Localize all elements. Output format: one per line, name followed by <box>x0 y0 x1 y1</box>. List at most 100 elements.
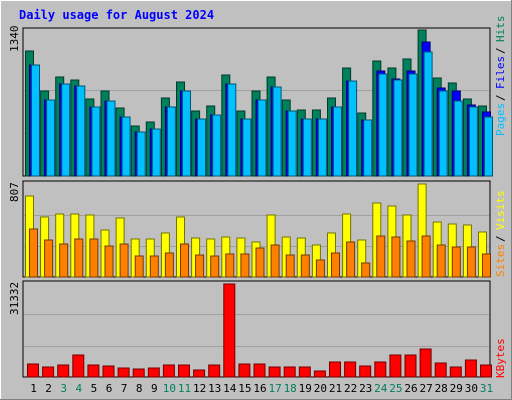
sites-bar-day-8 <box>134 255 144 278</box>
sites-bar-day-4 <box>74 238 84 278</box>
kbytes-bar-day-22 <box>344 361 357 378</box>
pages-bar-day-12 <box>197 118 207 177</box>
sites-bar-day-5 <box>89 238 99 278</box>
day-label-25: 25 <box>389 382 402 395</box>
day-label-3: 3 <box>60 382 67 395</box>
day-label-17: 17 <box>268 382 281 395</box>
day-label-10: 10 <box>163 382 176 395</box>
pages-bar-day-5 <box>91 106 101 177</box>
sites-bar-day-9 <box>149 255 159 278</box>
sites-bar-day-17 <box>270 244 280 278</box>
kbytes-bar-day-5 <box>87 364 100 378</box>
pages-bar-day-25 <box>393 79 403 177</box>
kbytes-bar-day-25 <box>389 354 402 378</box>
legend-hits: Hits <box>494 16 507 43</box>
pages-bar-day-16 <box>257 99 267 177</box>
sites-bar-day-16 <box>255 247 265 278</box>
pages-bar-day-3 <box>61 83 71 177</box>
pages-bar-day-7 <box>121 116 131 177</box>
legend-separator: / <box>494 94 507 101</box>
sites-bar-day-7 <box>119 243 129 278</box>
sites-bar-day-23 <box>361 262 371 278</box>
bars <box>25 183 491 278</box>
kbytes-bar-day-8 <box>132 368 145 378</box>
day-label-9: 9 <box>151 382 158 395</box>
kbytes-bar-day-6 <box>102 365 115 378</box>
kbytes-bar-day-15 <box>238 363 251 378</box>
bars <box>27 283 492 378</box>
sites-bar-day-25 <box>391 236 401 278</box>
pages-bar-day-23 <box>363 119 373 177</box>
pages-bar-day-15 <box>242 118 252 177</box>
legend-separator: / <box>494 235 507 242</box>
day-label-5: 5 <box>91 382 98 395</box>
pages-bar-day-30 <box>468 106 478 177</box>
legend-kbytes: KBytes <box>494 338 507 378</box>
day-label-24: 24 <box>374 382 388 395</box>
kbytes-bar-day-11 <box>178 364 190 378</box>
day-label-1: 1 <box>30 382 37 395</box>
pages-bar-day-14 <box>227 83 237 177</box>
pages-bar-day-21 <box>333 106 342 177</box>
day-label-20: 20 <box>314 382 327 395</box>
pages-bar-day-29 <box>453 100 463 177</box>
kbytes-bar-day-4 <box>72 354 85 378</box>
kbytes-bar-day-14 <box>223 283 236 378</box>
sites-bar-day-6 <box>104 245 114 278</box>
legend-separator: / <box>494 47 507 54</box>
x-axis-day-labels: 1 2 3 4 5 6 7 8 9 10 11 12 13 14 15 16 17 18 19 20 21 22 23 24 2… <box>30 382 493 395</box>
pages-bar-day-28 <box>438 90 448 177</box>
day-label-6: 6 <box>106 382 113 395</box>
day-label-12: 12 <box>193 382 206 395</box>
kbytes-panel: 31332 KBytes <box>8 280 507 378</box>
day-label-28: 28 <box>435 382 448 395</box>
day-label-7: 7 <box>121 382 128 395</box>
legend-visits: Visits <box>494 190 507 230</box>
pages-bar-day-31 <box>484 116 493 177</box>
sites-bar-day-11 <box>180 243 189 278</box>
day-label-15: 15 <box>238 382 251 395</box>
bars <box>25 29 493 177</box>
day-label-4: 4 <box>75 382 82 395</box>
kbytes-bar-day-9 <box>147 367 160 378</box>
pages-bar-day-27 <box>423 51 433 177</box>
pages-bar-day-24 <box>378 73 388 177</box>
pages-bar-day-6 <box>106 100 116 177</box>
visits-sites-panel: 807 Sites / Visits <box>8 180 507 278</box>
day-label-18: 18 <box>284 382 297 395</box>
kbytes-bar-day-16 <box>253 363 266 378</box>
sites-bar-day-12 <box>195 254 205 278</box>
day-label-19: 19 <box>299 382 312 395</box>
day-label-27: 27 <box>419 382 432 395</box>
sites-bar-day-20 <box>315 259 325 278</box>
kbytes-bar-day-26 <box>404 354 417 378</box>
sites-bar-day-30 <box>466 246 476 278</box>
kbytes-bar-day-3 <box>57 364 70 378</box>
gridlines <box>24 314 489 347</box>
day-label-31: 31 <box>480 382 493 395</box>
kbytes-bar-day-23 <box>359 365 372 378</box>
kbytes-bar-day-2 <box>42 366 55 378</box>
legend: Sites / Visits <box>494 190 507 277</box>
legend: KBytes <box>494 338 507 378</box>
sites-bar-day-2 <box>44 239 54 278</box>
day-label-13: 13 <box>208 382 221 395</box>
pages-bar-day-19 <box>302 118 312 177</box>
sites-bar-day-26 <box>406 240 416 278</box>
pages-bar-day-1 <box>31 64 40 177</box>
sites-bar-day-10 <box>164 252 174 278</box>
day-label-8: 8 <box>136 382 143 395</box>
sites-bar-day-15 <box>240 253 250 278</box>
kbytes-bar-day-29 <box>449 366 462 378</box>
y-max-label: 1340 <box>8 26 21 53</box>
kbytes-bar-day-27 <box>419 348 432 378</box>
pages-bar-day-10 <box>166 106 176 177</box>
legend-pages: Pages <box>494 103 507 136</box>
pages-bar-day-2 <box>46 99 56 177</box>
day-label-23: 23 <box>359 382 372 395</box>
pages-bar-day-11 <box>182 90 191 177</box>
pages-bar-day-26 <box>408 73 418 177</box>
sites-bar-day-22 <box>346 241 356 278</box>
legend-sites: Sites <box>494 244 507 277</box>
sites-bar-day-3 <box>59 243 69 278</box>
